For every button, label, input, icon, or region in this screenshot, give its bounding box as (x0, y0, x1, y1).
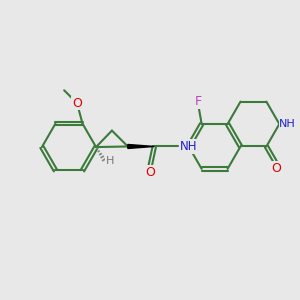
Text: O: O (145, 166, 155, 179)
Polygon shape (128, 145, 154, 148)
Text: NH: NH (180, 140, 197, 153)
Text: F: F (195, 95, 202, 108)
Text: NH: NH (279, 119, 296, 129)
Text: O: O (72, 97, 82, 110)
Text: O: O (271, 162, 281, 175)
Text: H: H (106, 156, 114, 166)
